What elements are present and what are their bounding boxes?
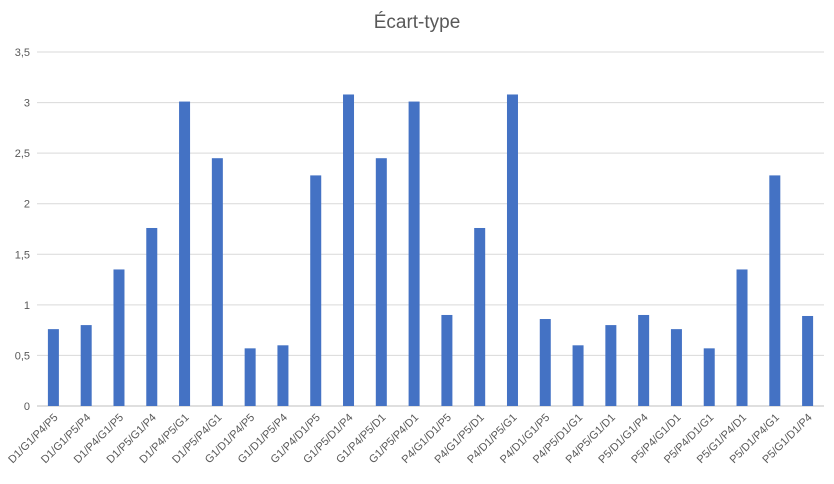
bar — [80, 325, 92, 406]
bar — [146, 227, 158, 406]
bar — [605, 325, 617, 406]
bar — [244, 348, 256, 406]
gridlines — [37, 51, 824, 407]
chart-title: Écart-type — [374, 12, 461, 33]
x-axis-ticks: D1/G1/P4/P5D1/G1/P5/P4D1/P4/G1/P5D1/P5/G… — [6, 412, 815, 466]
bar — [277, 345, 289, 406]
bar — [703, 348, 715, 406]
bar — [474, 227, 486, 406]
y-tick-label: 2,5 — [15, 148, 30, 160]
bar — [47, 329, 59, 406]
y-tick-label: 1,5 — [15, 249, 30, 261]
bar — [539, 319, 551, 406]
y-tick-label: 1 — [24, 300, 30, 312]
bar — [670, 329, 682, 406]
y-tick-label: 0,5 — [15, 350, 30, 362]
bars — [47, 94, 814, 406]
y-tick-label: 3 — [24, 98, 30, 110]
bar — [638, 314, 650, 406]
y-axis-ticks: 0 0,5 1 1,5 2 2,5 3 3,5 — [15, 47, 30, 413]
bar — [572, 345, 584, 406]
y-tick-label: 3,5 — [15, 47, 30, 59]
bar — [211, 158, 223, 406]
y-tick-label: 2 — [24, 199, 30, 211]
bar — [310, 175, 322, 406]
y-tick-label: 0 — [24, 401, 30, 413]
bar — [506, 94, 518, 406]
bar — [769, 175, 781, 406]
bar — [343, 94, 355, 406]
bar — [441, 314, 453, 406]
bar — [408, 101, 420, 406]
bar — [375, 158, 387, 406]
bar — [113, 269, 125, 406]
bar — [179, 101, 191, 406]
bar — [736, 269, 748, 406]
bar — [802, 315, 814, 406]
